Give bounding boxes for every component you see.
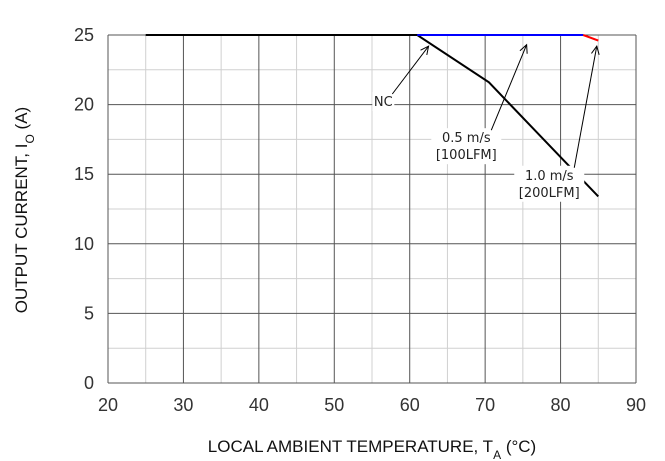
x-tick-label: 80 xyxy=(551,395,571,415)
annotation-label-1: 0.5 m/s [100LFM] xyxy=(436,131,497,163)
y-tick-label: 0 xyxy=(84,373,94,393)
y-tick-label: 5 xyxy=(84,303,94,323)
x-tick-label: 70 xyxy=(475,395,495,415)
grid xyxy=(107,34,637,384)
annotations: NC 0.5 m/s [100LFM] 1.0 m/s [200LFM] xyxy=(372,43,600,202)
annotation-background xyxy=(514,165,585,202)
annotation-background xyxy=(431,128,502,165)
x-tick-label: 60 xyxy=(400,395,420,415)
arrowhead-1 xyxy=(519,43,528,54)
tick-labels: 20 30 40 50 60 70 80 90 0 5 10 15 20 25 xyxy=(74,25,646,415)
annotation-arrow-1 xyxy=(490,44,528,131)
x-tick-label: 50 xyxy=(324,395,344,415)
y-tick-label: 15 xyxy=(74,164,94,184)
annotation-arrow-0 xyxy=(391,45,429,95)
series-layer xyxy=(145,34,600,198)
annotation-arrow-2 xyxy=(573,46,598,168)
y-tick-label: 25 xyxy=(74,25,94,45)
y-tick-label: 10 xyxy=(74,234,94,254)
y-axis-label: OUTPUT CURRENT, IO (A) xyxy=(12,107,37,313)
x-tick-label: 40 xyxy=(249,395,269,415)
annotation-background xyxy=(372,91,395,111)
annotation-label-0: NC xyxy=(374,95,393,110)
x-tick-label: 20 xyxy=(98,395,118,415)
x-tick-label: 90 xyxy=(626,395,646,415)
annotation-label-2: 1.0 m/s [200LFM] xyxy=(519,169,580,201)
series-line-0 xyxy=(145,34,600,198)
series-line-2 xyxy=(582,34,599,42)
arrowhead-2 xyxy=(591,45,600,55)
x-tick-label: 30 xyxy=(173,395,193,415)
arrowhead-0 xyxy=(420,45,430,56)
y-tick-label: 20 xyxy=(74,95,94,115)
x-axis-label: LOCAL AMBIENT TEMPERATURE, TA (°C) xyxy=(208,437,536,461)
